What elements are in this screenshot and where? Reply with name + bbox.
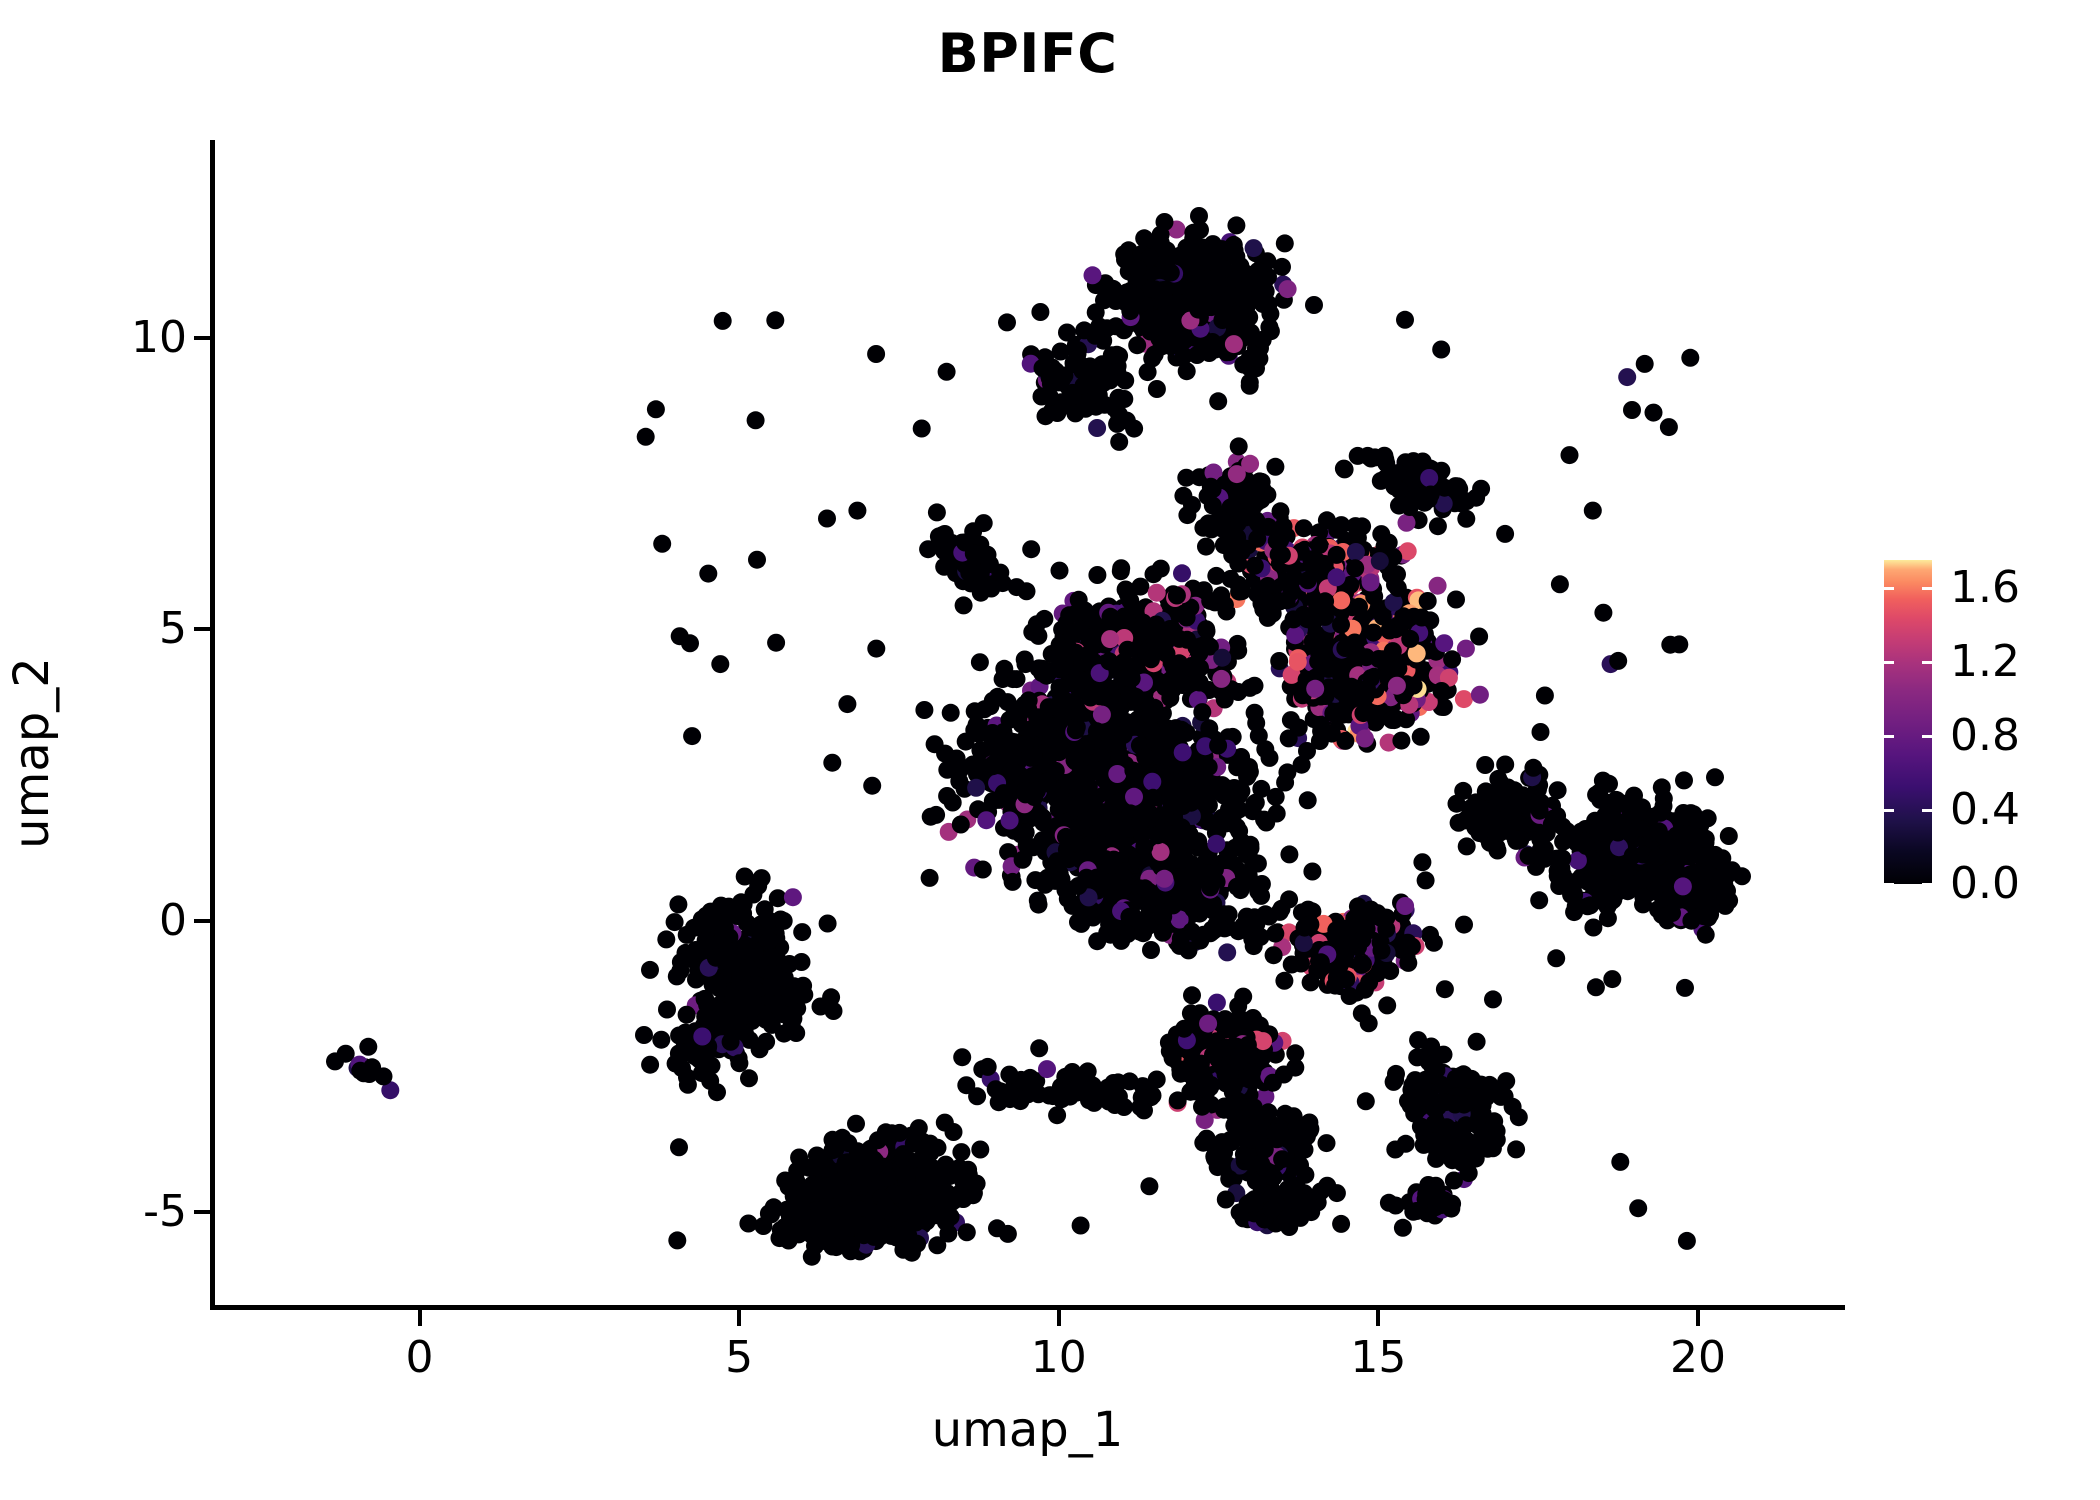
y-tick-label: -5: [143, 1185, 187, 1237]
colorbar-tick-mark: [1884, 586, 1894, 593]
x-tick-mark: [1376, 1310, 1381, 1326]
x-tick-label: 15: [1350, 1332, 1407, 1383]
colorbar-tick-label: 0.4: [1950, 783, 2020, 835]
colorbar-tick-label: 1.6: [1950, 561, 2020, 613]
colorbar-tick-label: 0.8: [1950, 709, 2020, 761]
x-tick-mark: [1695, 1310, 1700, 1326]
x-tick-label: 20: [1669, 1332, 1726, 1383]
y-tick-mark: [194, 336, 210, 341]
colorbar: 0.0 0.4 0.8 1.2 1.6: [1884, 560, 2084, 906]
colorbar-tick-mark: [1922, 808, 1932, 815]
x-tick-label: 0: [405, 1332, 434, 1383]
colorbar-tick-mark: [1922, 586, 1932, 593]
colorbar-tick-mark: [1922, 883, 1932, 889]
y-axis-label: umap_2: [4, 657, 60, 849]
scatter-svg: [326, 207, 1751, 1266]
y-tick-label: 5: [159, 603, 187, 655]
colorbar-tick-mark: [1922, 660, 1932, 667]
colorbar-tick-mark: [1884, 883, 1894, 889]
colorbar-tick-mark: [1922, 734, 1932, 741]
page-title: BPIFC: [937, 22, 1118, 85]
y-tick-mark: [194, 627, 210, 632]
x-axis-label: umap_1: [931, 1402, 1124, 1458]
colorbar-tick-mark: [1884, 734, 1894, 741]
scatter-points-layer: [215, 140, 1845, 1305]
colorbar-tick-mark: [1884, 808, 1894, 815]
y-axis-spine: [210, 140, 215, 1310]
x-tick-label: 10: [1030, 1332, 1087, 1383]
colorbar-gradient: [1884, 560, 1932, 884]
y-tick-mark: [194, 918, 210, 923]
colorbar-tick-mark: [1884, 660, 1894, 667]
x-tick-mark: [1056, 1310, 1061, 1326]
x-tick-label: 5: [725, 1332, 754, 1383]
colorbar-tick-label: 1.2: [1950, 635, 2020, 687]
x-axis-spine: [210, 1305, 1845, 1310]
colorbar-tick-label: 0.0: [1950, 858, 2020, 909]
plot-axes: -5 0 5 10 0 5 10 15 20 umap_1 umap_2: [4, 140, 1845, 1458]
x-tick-mark: [737, 1310, 742, 1326]
y-tick-mark: [194, 1209, 210, 1214]
y-tick-label: 0: [159, 894, 187, 946]
x-tick-mark: [417, 1310, 422, 1326]
y-tick-label: 10: [131, 312, 187, 364]
